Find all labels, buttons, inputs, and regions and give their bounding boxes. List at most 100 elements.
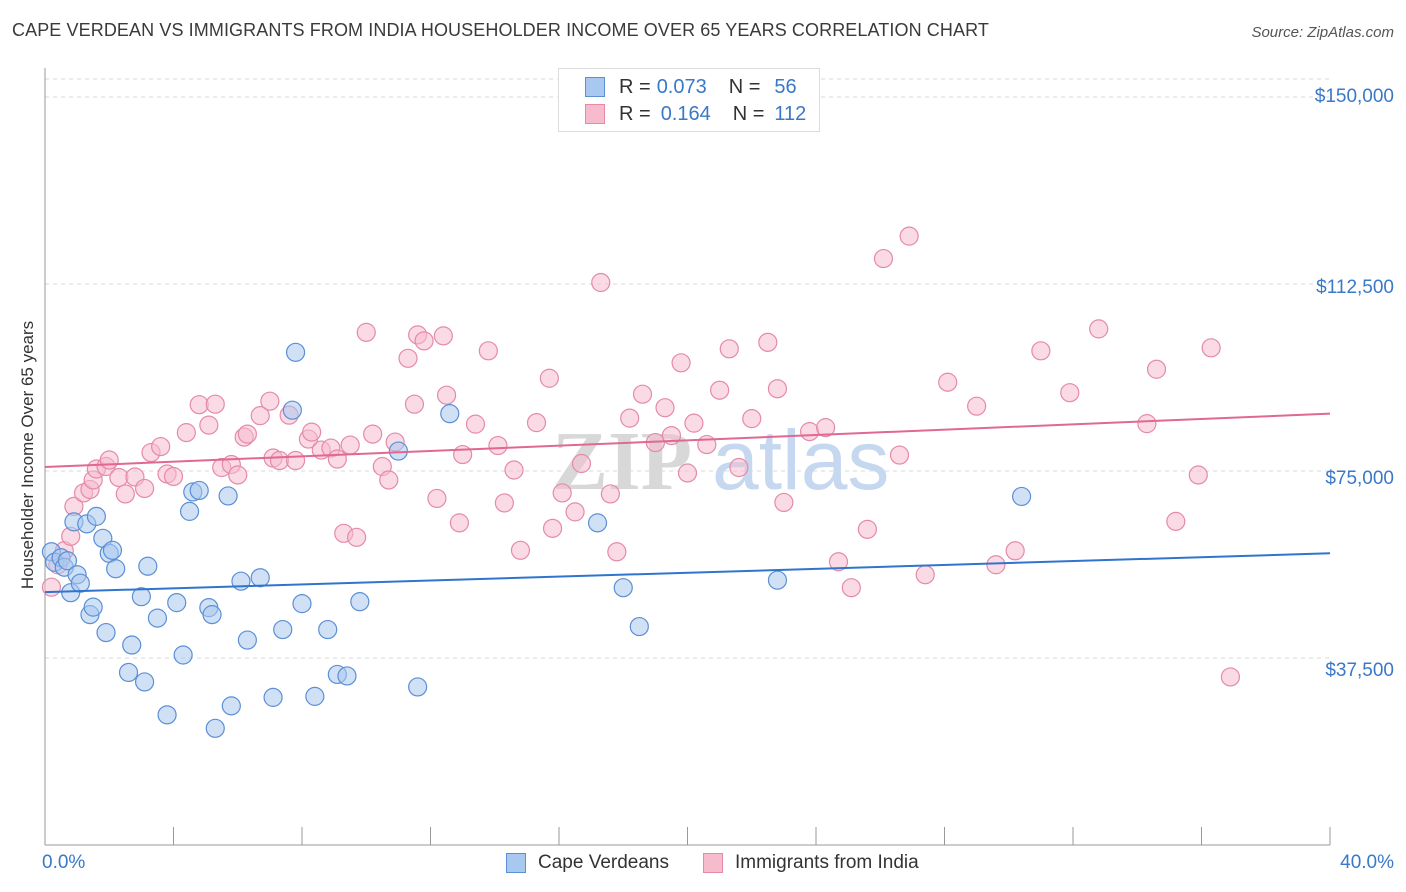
cape-verdean-point — [57, 551, 78, 571]
india-point — [565, 502, 585, 522]
india-point — [857, 519, 878, 539]
india-point — [433, 326, 453, 346]
x-tick-label: 0.0% — [42, 852, 86, 873]
legend-swatch-blue — [585, 77, 605, 97]
india-point — [729, 457, 749, 478]
india-point — [327, 449, 347, 469]
trend-line-india — [44, 412, 1331, 469]
india-point — [228, 465, 248, 485]
legend-r-label: R = — [619, 102, 651, 125]
india-point — [938, 372, 958, 392]
cape-verdean-point — [587, 513, 608, 533]
india-point — [742, 409, 762, 429]
legend-r-label: R = — [619, 75, 651, 98]
india-point — [41, 577, 62, 597]
india-point — [684, 413, 704, 433]
india-point — [655, 398, 675, 418]
cape-verdean-point — [96, 622, 116, 643]
india-point — [841, 578, 861, 598]
cape-verdean-point — [305, 686, 325, 706]
x-tick-label: 40.0% — [1340, 852, 1394, 873]
india-point — [758, 332, 778, 352]
india-point — [816, 418, 836, 438]
india-point — [134, 478, 155, 499]
india-point — [899, 226, 919, 246]
cape-verdean-point — [147, 608, 168, 628]
trend-lines — [44, 412, 1331, 594]
india-point — [1031, 341, 1051, 361]
india-point — [620, 408, 640, 428]
cape-verdean-point — [613, 578, 633, 598]
india-point — [151, 436, 171, 457]
india-point — [109, 467, 129, 488]
legend-row-india: R = 0.164 N = 112 — [585, 102, 806, 126]
cape-verdean-point — [629, 616, 649, 637]
india-point — [379, 470, 399, 490]
india-point — [889, 445, 910, 465]
legend-n-value: 56 — [774, 75, 797, 98]
india-point — [269, 450, 290, 471]
cape-verdean-point — [189, 480, 209, 501]
india-point — [591, 272, 611, 293]
cape-verdean-point — [83, 597, 103, 617]
cape-verdean-point — [106, 559, 126, 579]
cape-verdean-point — [440, 404, 460, 424]
cape-verdean-point — [157, 705, 177, 725]
india-point — [1188, 465, 1208, 485]
cape-verdean-point — [173, 645, 193, 665]
india-point — [542, 518, 563, 538]
india-point — [767, 379, 788, 399]
india-point — [99, 450, 119, 470]
cape-verdean-point — [350, 592, 370, 612]
india-point — [671, 353, 691, 373]
cape-verdean-point — [285, 342, 306, 362]
india-point — [250, 406, 270, 426]
cape-verdean-point — [292, 594, 312, 614]
india-point — [967, 396, 987, 416]
cape-verdean-point — [408, 677, 428, 697]
legend-item-cape-verdeans[interactable]: Cape Verdeans — [506, 852, 669, 874]
india-point — [915, 565, 935, 585]
chart-title: CAPE VERDEAN VS IMMIGRANTS FROM INDIA HO… — [12, 20, 989, 40]
india-point — [1146, 359, 1167, 379]
india-point — [607, 542, 627, 562]
source-label: Source: ZipAtlas.com — [1251, 24, 1394, 41]
legend-item-india[interactable]: Immigrants from India — [703, 852, 919, 874]
india-point — [1060, 383, 1080, 403]
cape-verdean-point — [102, 540, 123, 560]
india-point — [163, 466, 184, 487]
cape-verdean-point — [767, 570, 788, 590]
cape-verdean-point — [118, 662, 139, 683]
india-point — [340, 435, 360, 455]
stats-legend: R = 0.073 N = 56 R = 0.164 N = 112 — [558, 68, 820, 132]
legend-r-value: 0.073 — [656, 75, 707, 98]
cape-verdean-point — [263, 687, 283, 707]
trend-line-cape-verdeans — [44, 552, 1331, 594]
india-point — [526, 413, 547, 433]
india-point — [488, 435, 508, 456]
india-point — [478, 341, 498, 361]
india-point — [453, 444, 473, 465]
india-point — [1005, 541, 1025, 561]
india-point — [347, 527, 367, 547]
india-point — [710, 380, 730, 400]
legend-n-label: N = — [732, 102, 765, 125]
india-point — [799, 422, 820, 442]
india-point — [189, 395, 209, 415]
india-point — [494, 493, 514, 513]
cape-verdean-point — [70, 573, 90, 593]
india-point — [414, 331, 434, 351]
cape-verdean-point — [337, 666, 357, 686]
series-legend: Cape Verdeans Immigrants from India — [506, 852, 953, 874]
india-point — [427, 488, 447, 509]
india-point — [356, 322, 376, 342]
india-point — [539, 368, 559, 388]
india-point — [363, 424, 383, 444]
india-point — [1137, 414, 1157, 434]
cape-verdean-point — [205, 718, 225, 738]
india-point — [986, 555, 1006, 575]
y-tick-label: $75,000 — [1325, 468, 1394, 489]
cape-verdean-point — [86, 506, 107, 526]
series-india-points — [41, 226, 1241, 687]
india-point — [510, 540, 531, 560]
